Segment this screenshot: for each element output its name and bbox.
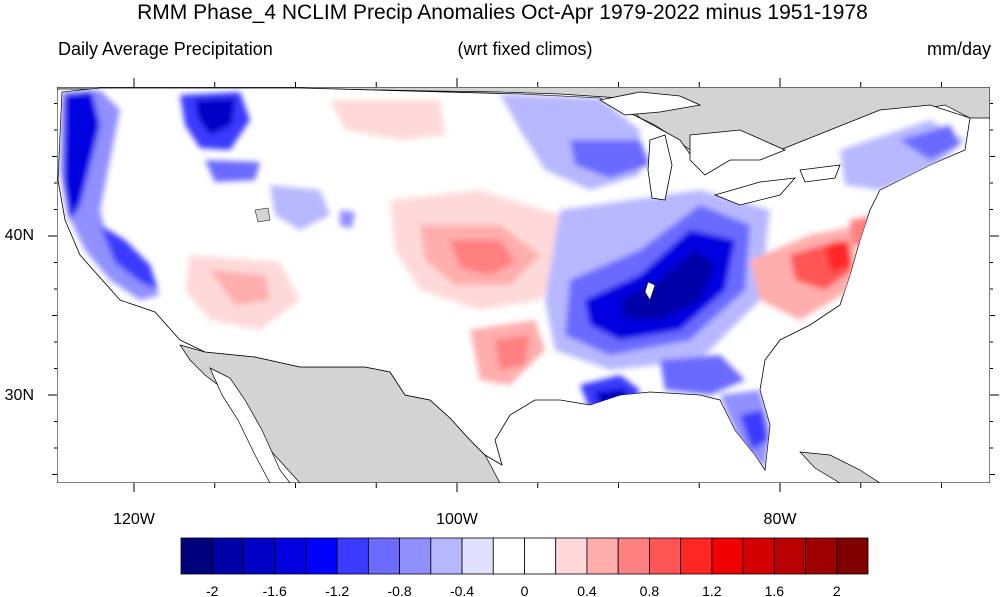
colorbar-tick-label: 0.8 xyxy=(640,583,660,597)
variable-label: Daily Average Precipitation xyxy=(58,39,273,59)
anomaly-field xyxy=(60,90,965,468)
colorbar-tick-label: -0.8 xyxy=(388,583,412,597)
lon-label-120w: 120W xyxy=(113,511,156,528)
colorbar-tick-label: 1.2 xyxy=(702,583,722,597)
colorbar-swatch xyxy=(773,537,806,575)
colorbar: -2 -1.6 -1.2 -0.8 -0.4 0 0.4 0.8 1.2 1.6 2 xyxy=(180,537,869,597)
colorbar-tick-label: 2 xyxy=(833,583,841,597)
lon-label-100w: 100W xyxy=(436,511,479,528)
caribbean-islands xyxy=(799,451,881,483)
colorbar-swatch xyxy=(305,537,338,575)
colorbar-swatch xyxy=(524,537,557,575)
colorbar-swatch xyxy=(367,537,400,575)
colorbar-swatch xyxy=(461,537,494,575)
colorbar-tick-label: -2 xyxy=(206,583,219,597)
units-label: mm/day xyxy=(926,39,991,59)
colorbar-tick-label: 0 xyxy=(521,583,529,597)
colorbar-swatch xyxy=(274,537,307,575)
colorbar-tick-label: 0.4 xyxy=(577,583,597,597)
colorbar-swatch xyxy=(742,537,775,575)
colorbar-swatch xyxy=(805,537,838,575)
great-lakes xyxy=(598,91,841,206)
colorbar-swatch xyxy=(649,537,682,575)
colorbar-swatch xyxy=(492,537,525,575)
colorbar-swatch xyxy=(836,537,869,575)
colorbar-swatch xyxy=(211,537,244,575)
colorbar-swatch xyxy=(399,537,432,575)
colorbar-swatch xyxy=(586,537,619,575)
colorbar-swatch xyxy=(336,537,369,575)
colorbar-swatch xyxy=(711,537,744,575)
axis-ticks xyxy=(48,78,999,492)
colorbar-swatch xyxy=(680,537,713,575)
lat-label-40n: 40N xyxy=(5,227,34,244)
lat-label-30n: 30N xyxy=(5,387,34,404)
colorbar-tick-label: -1.6 xyxy=(263,583,287,597)
lon-label-80w: 80W xyxy=(764,511,798,528)
figure-title: RMM Phase_4 NCLIM Precip Anomalies Oct-A… xyxy=(137,1,868,24)
colorbar-swatch xyxy=(617,537,650,575)
colorbar-tick-label: -1.2 xyxy=(325,583,349,597)
colorbar-swatch xyxy=(555,537,588,575)
colorbar-swatch xyxy=(430,537,463,575)
colorbar-swatch xyxy=(180,537,213,575)
gulf-of-california xyxy=(209,367,291,483)
colorbar-tick-label: 1.6 xyxy=(765,583,785,597)
colorbar-swatch xyxy=(243,537,276,575)
colorbar-tick-label: -0.4 xyxy=(450,583,474,597)
reference-note: (wrt fixed climos) xyxy=(457,39,593,59)
